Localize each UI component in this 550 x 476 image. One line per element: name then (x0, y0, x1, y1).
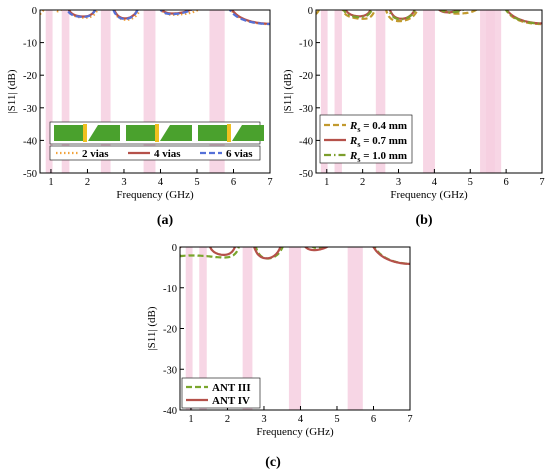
x-tick-label: 2 (360, 177, 365, 188)
y-tick-label: -40 (299, 136, 313, 147)
y-tick-label: -20 (299, 71, 313, 82)
legend-label: Rs = 0.4 mm (349, 120, 407, 134)
x-tick-label: 2 (85, 177, 90, 188)
resonance-band (185, 247, 193, 410)
y-axis-label: |S11| (dB) (146, 306, 158, 350)
y-axis-label: |S11| (dB) (282, 69, 294, 113)
y-tick-label: -10 (23, 39, 37, 50)
legend-label: Rs = 0.7 mm (349, 135, 407, 149)
resonance-band (320, 10, 328, 173)
x-tick-label: 3 (121, 177, 126, 188)
x-tick-label: 7 (267, 177, 272, 188)
x-tick-label: 3 (261, 414, 266, 425)
x-tick-label: 7 (539, 177, 544, 188)
legend-label: 2 vias (82, 148, 109, 160)
via-strip (227, 124, 231, 142)
plot-frame (315, 9, 543, 174)
via-strip (155, 124, 159, 142)
x-tick-label: 4 (158, 177, 164, 188)
y-tick-label: -20 (163, 325, 177, 336)
resonance-band (143, 10, 156, 173)
x-axis-label: Frequency (GHz) (390, 189, 468, 201)
x-tick-label: 6 (231, 177, 236, 188)
y-tick-label: -30 (163, 365, 177, 376)
legend: 2 vias 4 vias 6 vias (49, 145, 261, 161)
via-strip (83, 124, 87, 142)
resonance-band (45, 10, 53, 173)
series-line-6-vias (66, 10, 270, 26)
series-line-ant-iii (180, 247, 410, 265)
resonance-band (242, 247, 253, 410)
plot-frame (39, 9, 271, 174)
resonance-band (480, 10, 495, 173)
y-tick-label: -50 (299, 169, 313, 180)
x-tick-label: 5 (194, 177, 199, 188)
y-tick-label: -30 (299, 104, 313, 115)
x-tick-label: 1 (324, 177, 329, 188)
plot-area (316, 10, 542, 173)
series-line-ant-iv (180, 247, 410, 265)
y-tick-label: -20 (23, 71, 37, 82)
y-tick-label: 0 (172, 243, 177, 254)
resonance-band (100, 10, 111, 173)
x-tick-label: 3 (396, 177, 401, 188)
x-axis-label: Frequency (GHz) (116, 189, 194, 201)
structure-inset (49, 121, 264, 145)
y-tick-label: 0 (32, 6, 37, 17)
x-tick-label: 4 (298, 414, 304, 425)
resonance-band (347, 247, 363, 410)
y-tick-label: -30 (23, 104, 37, 115)
legend-label: Rs = 1.0 mm (349, 150, 407, 164)
panel-label: (b) (415, 213, 432, 228)
series-line-rs-0 (316, 10, 542, 26)
plot-area (180, 247, 410, 410)
y-tick-label: -10 (299, 39, 313, 50)
legend-label: ANT IV (212, 395, 250, 407)
legend-label: ANT III (212, 382, 251, 394)
x-tick-label: 6 (504, 177, 509, 188)
series-line-rs-2 (342, 10, 542, 25)
x-axis-label: Frequency (GHz) (256, 426, 334, 438)
antenna-sketch-3 (198, 124, 264, 142)
y-tick-label: 0 (308, 6, 313, 17)
legend-label: 6 vias (226, 148, 253, 160)
y-tick-label: -40 (23, 136, 37, 147)
antenna-sketch-2 (126, 124, 192, 142)
panel-label: (a) (157, 213, 174, 228)
x-tick-label: 5 (468, 177, 473, 188)
x-tick-label: 6 (371, 414, 376, 425)
resonance-band (199, 247, 207, 410)
x-tick-label: 1 (48, 177, 53, 188)
panel-label: (c) (265, 455, 281, 470)
chart-panel-c: 1 2 3 4 5 6 7 0 -10 -20 -30 -40 Frequency (GHz) |S11|… (146, 243, 413, 470)
resonance-band (334, 10, 342, 173)
legend-label: 4 vias (154, 148, 181, 160)
y-tick-label: -40 (163, 406, 177, 417)
resonance-band (61, 10, 70, 173)
resonance-band (288, 247, 302, 410)
x-tick-label: 7 (407, 414, 412, 425)
x-tick-label: 5 (334, 414, 339, 425)
y-axis-label: |S11| (dB) (6, 69, 18, 113)
chart-panel-b: 1 2 3 4 5 6 7 0 -10 -20 -30 -40 -50 Frequency (GHz) |S… (282, 6, 545, 228)
resonance-band (423, 10, 435, 173)
chart-panel-a: 1 2 3 4 5 6 7 0 -10 -20 -30 -40 -50 Frequency (GHz) |S… (6, 6, 273, 228)
x-tick-label: 2 (225, 414, 230, 425)
antenna-sketch-1 (54, 124, 120, 142)
resonance-band (375, 10, 386, 173)
x-tick-label: 4 (432, 177, 438, 188)
x-tick-label: 1 (188, 414, 193, 425)
y-tick-label: -10 (163, 284, 177, 295)
legend-box (181, 377, 261, 409)
y-tick-label: -50 (23, 169, 37, 180)
legend-box (49, 145, 261, 161)
